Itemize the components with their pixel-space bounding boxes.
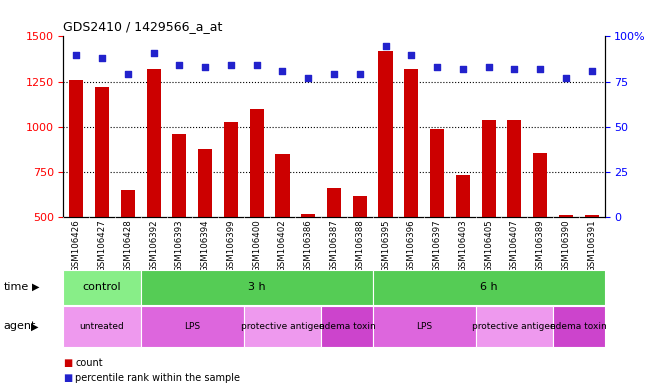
Point xyxy=(406,51,417,58)
Text: GSM106402: GSM106402 xyxy=(278,220,287,272)
Text: agent: agent xyxy=(3,321,35,331)
Bar xyxy=(63,270,141,305)
Bar xyxy=(198,149,212,217)
Bar xyxy=(373,306,476,347)
Text: LPS: LPS xyxy=(416,322,432,331)
Bar xyxy=(373,270,605,305)
Bar xyxy=(553,306,605,347)
Text: time: time xyxy=(3,282,29,292)
Text: GSM106428: GSM106428 xyxy=(124,220,132,272)
Bar xyxy=(533,153,547,217)
Bar xyxy=(482,119,496,217)
Bar xyxy=(63,306,141,347)
Point xyxy=(148,50,159,56)
Bar xyxy=(95,88,109,217)
Point xyxy=(535,66,546,72)
Point xyxy=(226,62,236,68)
Text: GSM106403: GSM106403 xyxy=(458,220,468,272)
Point xyxy=(174,62,185,68)
Text: protective antigen: protective antigen xyxy=(472,322,556,331)
Text: GSM106395: GSM106395 xyxy=(381,220,390,272)
Text: GSM106393: GSM106393 xyxy=(175,220,184,272)
Text: GSM106389: GSM106389 xyxy=(536,220,544,272)
Point xyxy=(71,51,81,58)
Text: GDS2410 / 1429566_a_at: GDS2410 / 1429566_a_at xyxy=(63,20,223,33)
Bar xyxy=(250,109,264,217)
Text: GSM106426: GSM106426 xyxy=(72,220,81,272)
Text: GSM106391: GSM106391 xyxy=(587,220,596,272)
Bar xyxy=(141,306,244,347)
Text: ▶: ▶ xyxy=(31,321,39,331)
Text: GSM106387: GSM106387 xyxy=(329,220,339,272)
Bar xyxy=(404,69,418,217)
Text: ■: ■ xyxy=(63,373,73,383)
Text: GSM106394: GSM106394 xyxy=(200,220,210,272)
Point xyxy=(587,68,597,74)
Point xyxy=(458,66,468,72)
Bar xyxy=(121,190,135,217)
Bar xyxy=(141,270,373,305)
Text: control: control xyxy=(83,282,122,292)
Bar xyxy=(507,119,522,217)
Text: edema toxin: edema toxin xyxy=(319,322,375,331)
Bar xyxy=(430,129,444,217)
Point xyxy=(509,66,520,72)
Point xyxy=(380,43,391,49)
Text: GSM106427: GSM106427 xyxy=(98,220,107,272)
Text: GSM106386: GSM106386 xyxy=(304,220,313,272)
Point xyxy=(355,71,365,78)
Bar xyxy=(476,306,553,347)
Point xyxy=(303,75,313,81)
Bar xyxy=(584,215,599,217)
Bar xyxy=(224,122,238,217)
Point xyxy=(251,62,262,68)
Text: GSM106405: GSM106405 xyxy=(484,220,493,272)
Text: count: count xyxy=(75,358,103,368)
Bar xyxy=(301,214,315,217)
Bar xyxy=(275,154,289,217)
Point xyxy=(483,64,494,70)
Bar xyxy=(172,134,186,217)
Bar xyxy=(321,306,373,347)
Text: 3 h: 3 h xyxy=(248,282,265,292)
Text: LPS: LPS xyxy=(184,322,200,331)
Bar xyxy=(244,306,321,347)
Point xyxy=(329,71,339,78)
Text: GSM106390: GSM106390 xyxy=(561,220,570,272)
Text: GSM106407: GSM106407 xyxy=(510,220,519,272)
Bar xyxy=(146,69,161,217)
Point xyxy=(560,75,571,81)
Text: GSM106388: GSM106388 xyxy=(355,220,364,272)
Point xyxy=(200,64,210,70)
Point xyxy=(97,55,108,61)
Point xyxy=(122,71,133,78)
Bar xyxy=(456,175,470,217)
Bar xyxy=(379,51,393,217)
Text: ■: ■ xyxy=(63,358,73,368)
Text: protective antigen: protective antigen xyxy=(240,322,325,331)
Text: GSM106396: GSM106396 xyxy=(407,220,415,272)
Bar xyxy=(353,196,367,217)
Text: ▶: ▶ xyxy=(32,282,39,292)
Text: GSM106397: GSM106397 xyxy=(433,220,442,272)
Point xyxy=(432,64,442,70)
Text: GSM106392: GSM106392 xyxy=(149,220,158,272)
Text: edema toxin: edema toxin xyxy=(550,322,607,331)
Text: untreated: untreated xyxy=(79,322,124,331)
Bar xyxy=(69,80,84,217)
Text: percentile rank within the sample: percentile rank within the sample xyxy=(75,373,240,383)
Text: GSM106400: GSM106400 xyxy=(253,220,261,272)
Point xyxy=(277,68,288,74)
Text: 6 h: 6 h xyxy=(480,282,498,292)
Bar xyxy=(327,188,341,217)
Bar xyxy=(559,215,573,217)
Text: GSM106399: GSM106399 xyxy=(226,220,235,272)
